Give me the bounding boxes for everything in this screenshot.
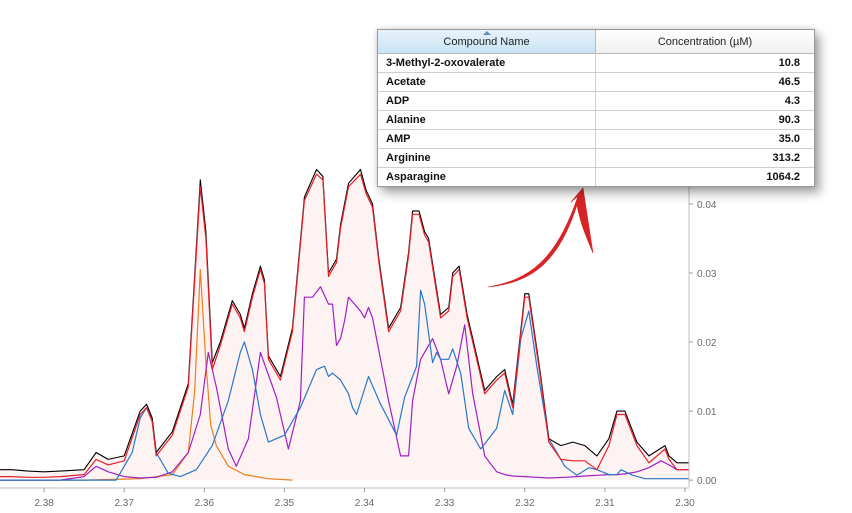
column-header-label: Concentration (µM) xyxy=(657,35,753,48)
x-tick-label: 2.36 xyxy=(195,498,215,509)
concentration-cell: 35.0 xyxy=(778,133,800,145)
concentration-cell: 313.2 xyxy=(772,152,800,164)
x-tick-label: 2.31 xyxy=(595,498,615,509)
compound-name-cell: Acetate xyxy=(378,73,596,91)
y-tick-label: 0.04 xyxy=(697,200,717,211)
x-tick-label: 2.30 xyxy=(675,498,695,509)
spectrum-fill-area xyxy=(0,169,689,481)
compound-name-cell: AMP xyxy=(378,130,596,148)
column-header-label: Compound Name xyxy=(443,35,530,48)
table-row[interactable]: AMP 35.0 xyxy=(378,130,814,149)
table-row[interactable]: Arginine 313.2 xyxy=(378,149,814,168)
x-tick-label: 2.37 xyxy=(114,498,134,509)
y-tick-label: 0.01 xyxy=(697,407,717,418)
compound-name-cell: 3-Methyl-2-oxovalerate xyxy=(378,54,596,72)
compound-name-cell: Asparagine xyxy=(378,168,596,186)
compound-name-cell: Arginine xyxy=(378,149,596,167)
table-row[interactable]: Alanine 90.3 xyxy=(378,111,814,130)
y-tick-label: 0.03 xyxy=(697,269,717,280)
concentration-cell: 10.8 xyxy=(778,57,800,69)
table-row[interactable]: ADP 4.3 xyxy=(378,92,814,111)
sort-ascending-icon xyxy=(482,31,491,35)
table-body: 3-Methyl-2-oxovalerate 10.8 Acetate 46.5 ADP… xyxy=(378,54,814,186)
compound-table: Compound Name Concentration (µM) 3-Methy… xyxy=(377,29,815,187)
y-tick-label: 0.02 xyxy=(697,338,717,349)
spectrum-series-line xyxy=(0,173,689,478)
column-header-concentration[interactable]: Concentration (µM) xyxy=(596,30,814,53)
x-tick-label: 2.34 xyxy=(355,498,375,509)
x-tick-label: 2.33 xyxy=(435,498,455,509)
spectrum-series-line xyxy=(0,286,689,481)
x-tick-label: 2.32 xyxy=(515,498,535,509)
table-row[interactable]: Asparagine 1064.2 xyxy=(378,168,814,186)
table-header: Compound Name Concentration (µM) xyxy=(378,30,814,54)
table-row[interactable]: 3-Methyl-2-oxovalerate 10.8 xyxy=(378,54,814,73)
pointer-arrow xyxy=(487,187,594,288)
column-header-compound-name[interactable]: Compound Name xyxy=(378,30,596,53)
concentration-cell: 1064.2 xyxy=(766,171,800,183)
table-row[interactable]: Acetate 46.5 xyxy=(378,73,814,92)
compound-name-cell: Alanine xyxy=(378,111,596,129)
concentration-cell: 4.3 xyxy=(784,95,800,107)
x-tick-label: 2.35 xyxy=(275,498,295,509)
concentration-cell: 90.3 xyxy=(778,114,800,126)
x-tick-label: 2.38 xyxy=(34,498,54,509)
compound-name-cell: ADP xyxy=(378,92,596,110)
y-tick-label: 0.00 xyxy=(697,476,717,487)
concentration-cell: 46.5 xyxy=(778,76,800,88)
